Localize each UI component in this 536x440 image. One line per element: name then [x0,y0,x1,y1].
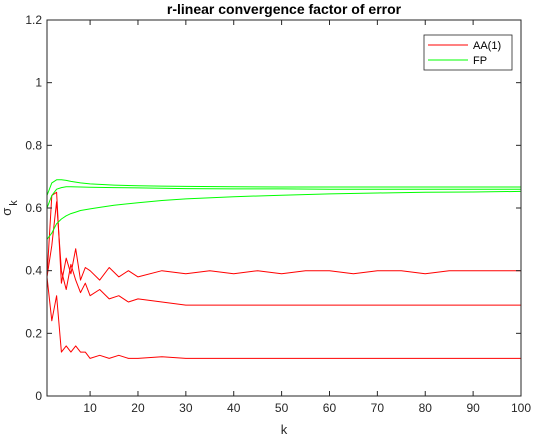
y-tick-label: 0.4 [25,264,42,278]
y-tick-label: 0.6 [25,201,42,215]
x-tick-label: 90 [466,401,480,415]
x-tick-label: 60 [323,401,337,415]
y-axis-label-main: σ [0,208,14,216]
x-tick-label: 50 [275,401,289,415]
x-tick-label: 30 [179,401,193,415]
series-line-fp-4 [46,186,521,209]
y-tick-label: 0.8 [25,138,42,152]
plot-background [47,20,521,396]
y-tick-label: 1.2 [25,13,42,27]
y-axis-label-subscript: k [8,200,20,206]
x-tick-label: 10 [83,401,97,415]
legend-box [423,34,513,71]
x-tick-label: 80 [419,401,433,415]
series-line-fp-3 [46,179,521,196]
y-axis-label: σk [0,200,20,216]
series-line-fp-5 [46,190,522,240]
tick-layer: 10 20 30 40 50 60 70 80 90 100 0 0.2 0.4 0.6 0.8 1 1.2 [25,13,531,415]
x-tick-label: 100 [511,401,531,415]
y-tick-label: 0 [35,389,42,403]
x-tick-label: 40 [227,401,241,415]
x-axis-label: k [281,422,288,437]
chart-title: r-linear convergence factor of error [167,1,402,17]
legend: AA(1) FP [423,34,513,71]
series-line-aa1-1 [46,201,521,306]
legend-label-fp: FP [473,55,487,67]
x-tick-label: 20 [131,401,145,415]
series-line-aa1-0 [46,276,521,359]
series-layer [46,179,522,359]
y-tick-label: 0.2 [25,326,42,340]
x-tick-label: 70 [371,401,385,415]
series-line-aa1-2 [46,191,521,284]
y-tick-label: 1 [35,76,42,90]
legend-label-aa1: AA(1) [473,40,501,52]
